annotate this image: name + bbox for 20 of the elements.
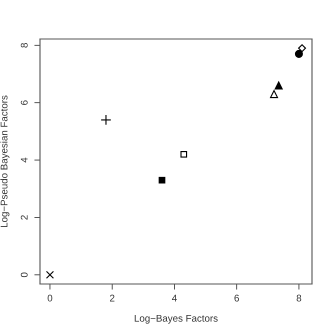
y-tick-label: 0 — [20, 272, 28, 278]
x-tick-label: 6 — [234, 294, 239, 302]
x-tick-label: 0 — [48, 294, 52, 302]
point — [100, 114, 112, 126]
point — [180, 150, 188, 158]
point — [46, 270, 54, 279]
y-tick-label: 2 — [20, 215, 28, 220]
y-tick-label: 6 — [20, 100, 28, 105]
point — [294, 50, 303, 58]
x-tick-label: 8 — [296, 294, 302, 302]
x-tick-label: 2 — [110, 294, 114, 302]
point — [158, 176, 166, 184]
y-tick-label: 8 — [20, 43, 28, 48]
point — [298, 44, 306, 52]
point — [270, 90, 278, 98]
x-tick-label: 4 — [172, 294, 177, 302]
y-tick-label: 4 — [20, 158, 28, 163]
x-axis-title: Log−Bayes Factors — [134, 314, 218, 324]
y-axis-title: Log−Pseudo Bayesian Factors — [0, 96, 10, 228]
point — [274, 81, 283, 90]
